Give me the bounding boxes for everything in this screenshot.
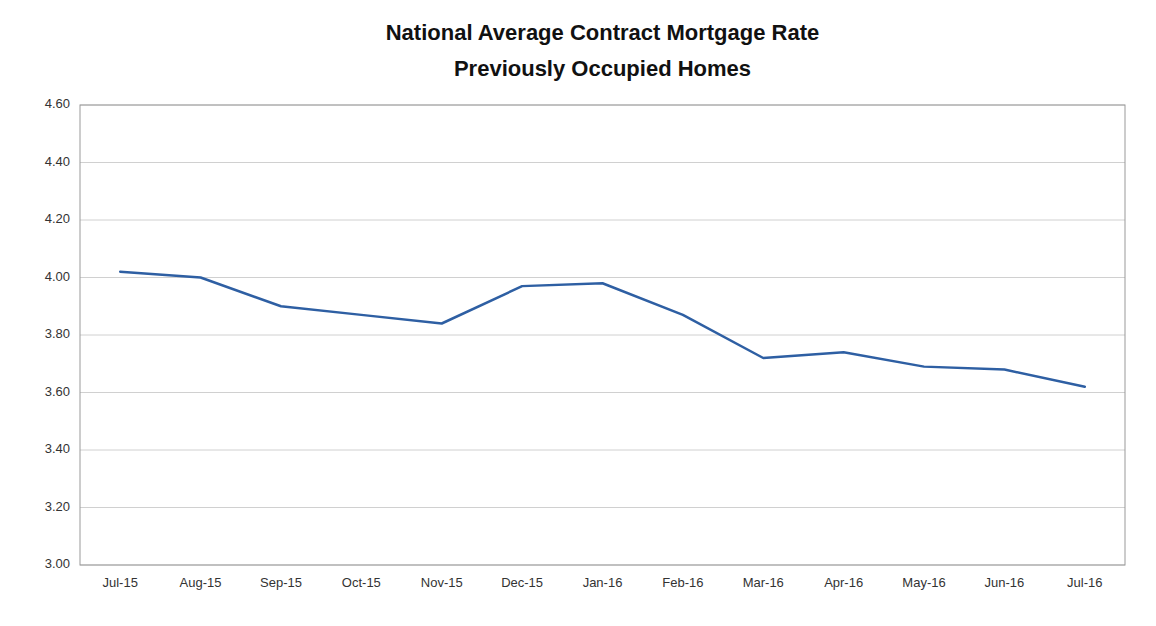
- x-tick-label: Jan-16: [583, 575, 623, 590]
- grid-line: [80, 507, 1125, 508]
- x-tick-label: Feb-16: [662, 575, 703, 590]
- y-tick-label: 3.80: [45, 326, 70, 341]
- x-tick-label: Aug-15: [180, 575, 222, 590]
- x-tick-label: Jul-16: [1067, 575, 1102, 590]
- y-axis: 3.00 3.20 3.40 3.60 3.80 4.00 4.20 4.40 4.60: [45, 96, 70, 571]
- x-tick-label: Apr-16: [824, 575, 863, 590]
- title: National Average Contract Mortgage Rate: [386, 20, 820, 45]
- plot-area: [80, 105, 1125, 565]
- y-tick-label: 4.20: [45, 211, 70, 226]
- x-tick-label: Dec-15: [501, 575, 543, 590]
- y-tick-label: 3.60: [45, 384, 70, 399]
- grid-line: [80, 450, 1125, 451]
- y-grid: [80, 105, 1125, 565]
- y-tick-label: 4.40: [45, 154, 70, 169]
- y-tick-label: 4.60: [45, 96, 70, 111]
- y-tick-label: 3.00: [45, 556, 70, 571]
- y-tick-label: 3.20: [45, 499, 70, 514]
- chart-container: 3.00 3.20 3.40 3.60 3.80 4.00 4.20 4.40 4.60 Jul-…: [0, 0, 1156, 626]
- y-tick-label: 3.40: [45, 441, 70, 456]
- x-tick-label: Mar-16: [743, 575, 784, 590]
- x-tick-label: Jun-16: [985, 575, 1025, 590]
- grid-line: [80, 162, 1125, 163]
- grid-line: [80, 220, 1125, 221]
- grid-line: [80, 335, 1125, 336]
- series: [120, 272, 1085, 387]
- x-tick-label: Oct-15: [342, 575, 381, 590]
- chart: 3.00 3.20 3.40 3.60 3.80 4.00 4.20 4.40 4.60 Jul-…: [0, 0, 1156, 626]
- subtitle: Previously Occupied Homes: [454, 56, 751, 81]
- plot-frame: [80, 105, 1125, 565]
- y-tick-label: 4.00: [45, 269, 70, 284]
- x-tick-label: Nov-15: [421, 575, 463, 590]
- x-tick-label: Jul-15: [102, 575, 137, 590]
- x-tick-label: Sep-15: [260, 575, 302, 590]
- grid-line: [80, 392, 1125, 393]
- x-tick-label: May-16: [902, 575, 945, 590]
- line: [120, 272, 1085, 387]
- grid-line: [80, 277, 1125, 278]
- x-axis: Jul-15 Aug-15 Sep-15 Oct-15 Nov-15 Dec-15 Jan-…: [102, 575, 1102, 590]
